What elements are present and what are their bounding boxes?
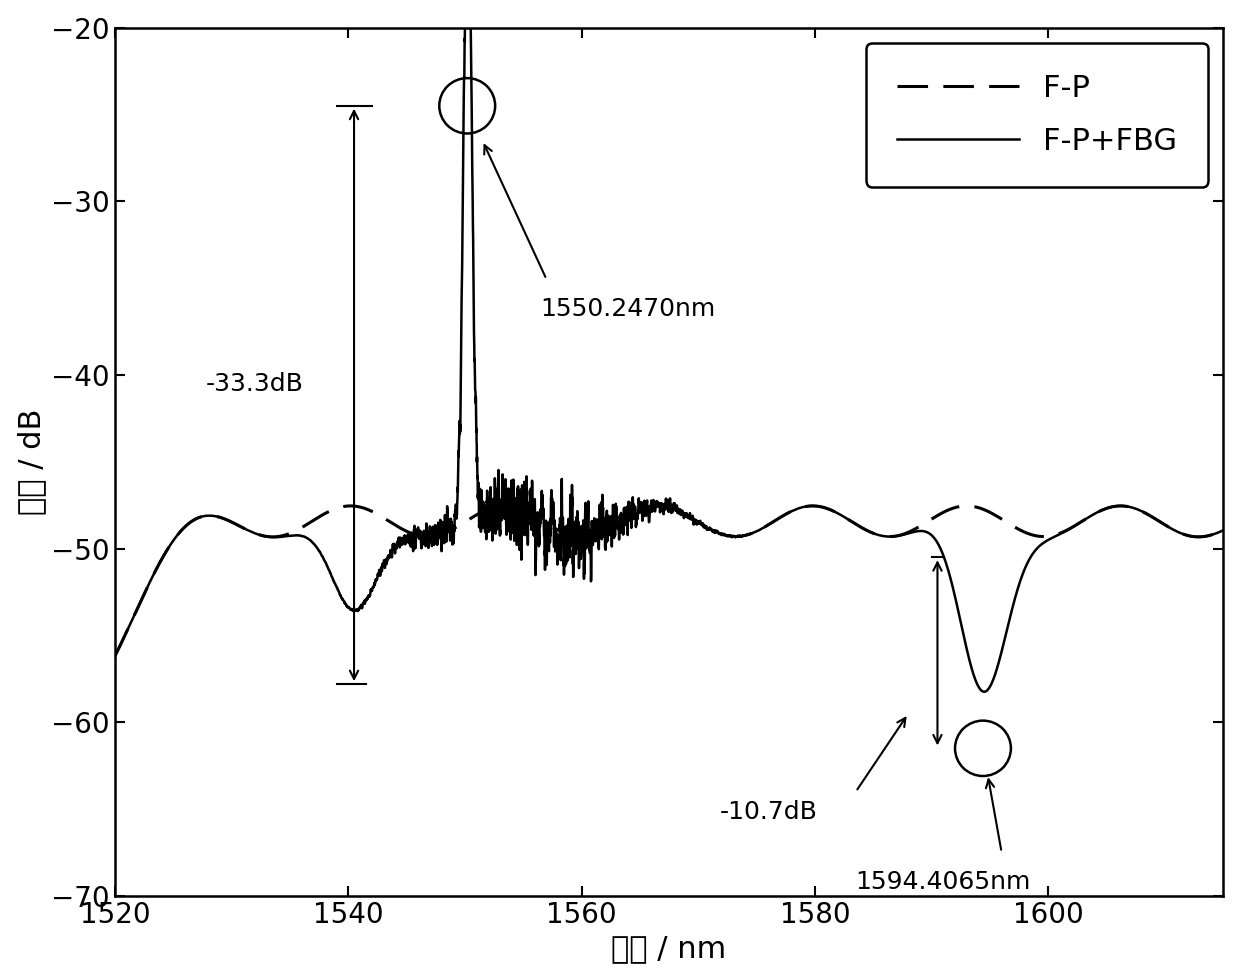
F-P+FBG: [1012, 579, 1027, 591]
Y-axis label: 功率 / dB: 功率 / dB: [16, 409, 46, 514]
F-P: [1012, 523, 1027, 535]
Text: -33.3dB: -33.3dB: [206, 371, 304, 396]
F-P+FBG: [775, 511, 790, 522]
F-P: [143, 575, 157, 587]
F-P: [826, 505, 841, 516]
Text: -10.7dB: -10.7dB: [719, 801, 817, 824]
F-P: [506, 501, 521, 513]
F-P: [960, 500, 975, 512]
F-P+FBG: [826, 505, 841, 516]
X-axis label: 波长 / nm: 波长 / nm: [611, 934, 727, 963]
F-P+FBG: [143, 575, 157, 587]
F-P: [949, 502, 963, 514]
F-P+FBG: [84, 692, 99, 704]
Legend: F-P, F-P+FBG: F-P, F-P+FBG: [867, 43, 1208, 186]
Text: 1550.2470nm: 1550.2470nm: [541, 297, 715, 320]
F-P: [84, 692, 99, 704]
F-P+FBG: [458, 22, 472, 33]
Line: F-P+FBG: F-P+FBG: [92, 27, 1240, 698]
F-P+FBG: [507, 514, 522, 526]
F-P+FBG: [950, 598, 965, 610]
Text: 1594.4065nm: 1594.4065nm: [856, 870, 1030, 894]
Line: F-P: F-P: [92, 506, 1240, 698]
F-P: [775, 511, 790, 522]
